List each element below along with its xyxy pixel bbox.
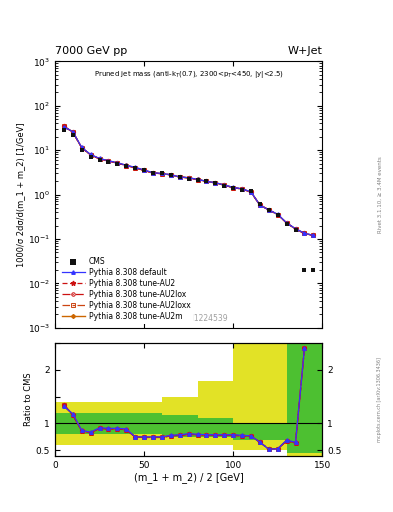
- CMS: [115, 160, 120, 166]
- CMS: [62, 127, 66, 134]
- CMS: [302, 267, 307, 273]
- CMS: [133, 165, 138, 171]
- CMS: [88, 154, 93, 160]
- CMS: [222, 182, 227, 188]
- CMS: [70, 132, 75, 138]
- CMS: [293, 227, 298, 233]
- CMS: [311, 267, 316, 273]
- X-axis label: (m_1 + m_2) / 2 [GeV]: (m_1 + m_2) / 2 [GeV]: [134, 472, 244, 483]
- Legend: CMS, Pythia 8.308 default, Pythia 8.308 tune-AU2, Pythia 8.308 tune-AU2lox, Pyth: CMS, Pythia 8.308 default, Pythia 8.308 …: [59, 254, 193, 324]
- Text: W+Jet: W+Jet: [287, 46, 322, 56]
- CMS: [186, 176, 191, 182]
- CMS: [79, 147, 84, 153]
- CMS: [240, 186, 244, 193]
- Text: Rivet 3.1.10, ≥ 3.4M events: Rivet 3.1.10, ≥ 3.4M events: [377, 156, 382, 233]
- Y-axis label: Ratio to CMS: Ratio to CMS: [24, 373, 33, 426]
- CMS: [213, 180, 218, 186]
- CMS: [231, 185, 235, 191]
- CMS: [195, 177, 200, 183]
- CMS: [257, 201, 262, 207]
- CMS: [124, 162, 129, 168]
- Text: mcplots.cern.ch [arXiv:1306.3436]: mcplots.cern.ch [arXiv:1306.3436]: [377, 357, 382, 442]
- Text: Pruned jet mass (anti-k$_T$(0.7), 2300<p$_T$<450, |y|<2.5): Pruned jet mass (anti-k$_T$(0.7), 2300<p…: [94, 70, 284, 80]
- Line: CMS: CMS: [61, 128, 316, 272]
- CMS: [275, 212, 280, 218]
- CMS: [284, 221, 289, 227]
- Text: 7000 GeV pp: 7000 GeV pp: [55, 46, 127, 56]
- CMS: [151, 170, 155, 177]
- CMS: [266, 207, 271, 213]
- CMS: [177, 174, 182, 180]
- CMS: [106, 159, 111, 165]
- CMS: [97, 157, 102, 163]
- CMS: [204, 178, 209, 184]
- CMS: [249, 188, 253, 194]
- Y-axis label: 1000/σ 2dσ/d(m_1 + m_2) [1/GeV]: 1000/σ 2dσ/d(m_1 + m_2) [1/GeV]: [16, 122, 25, 267]
- Text: CMS_2013_I1224539: CMS_2013_I1224539: [149, 313, 228, 323]
- CMS: [160, 170, 164, 177]
- CMS: [142, 167, 147, 174]
- CMS: [169, 173, 173, 179]
